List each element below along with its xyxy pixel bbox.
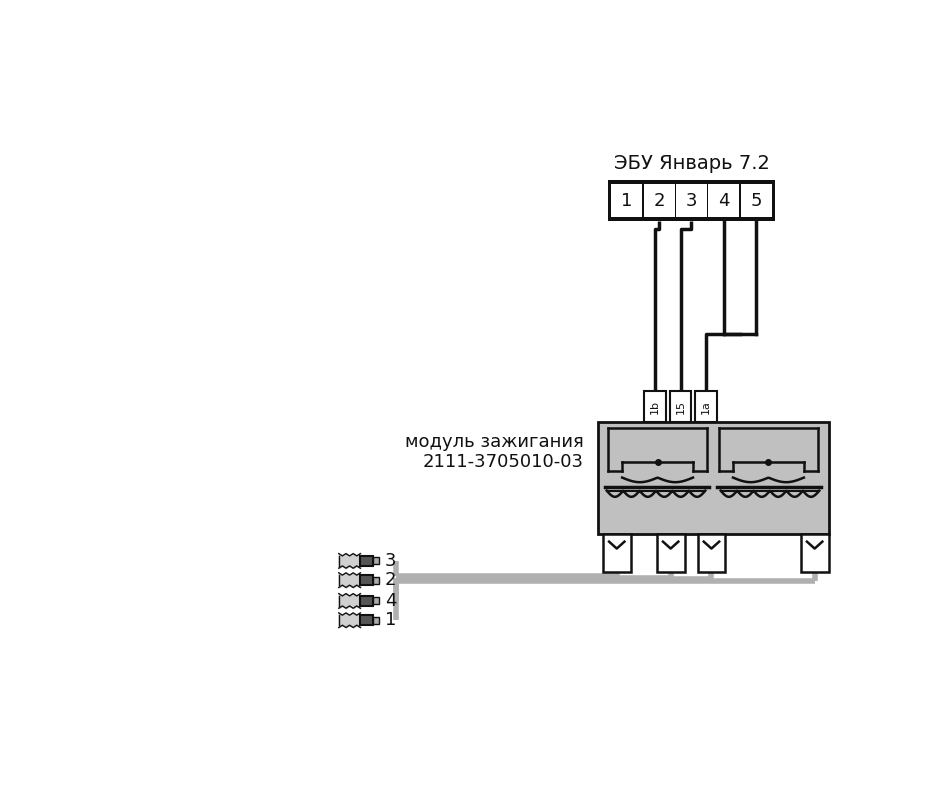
- Bar: [361, 596, 373, 606]
- Bar: [361, 575, 373, 585]
- Bar: [611, 184, 642, 218]
- Text: 4: 4: [385, 592, 397, 610]
- Bar: [373, 577, 379, 584]
- Bar: [644, 391, 666, 422]
- Bar: [361, 615, 373, 625]
- Text: 1b: 1b: [650, 400, 660, 414]
- Bar: [657, 534, 685, 573]
- Text: 2111-3705010-03: 2111-3705010-03: [423, 453, 584, 471]
- Bar: [695, 391, 717, 422]
- Text: 2: 2: [654, 192, 665, 210]
- Bar: [361, 556, 373, 566]
- Text: 4: 4: [718, 192, 729, 210]
- Bar: [373, 597, 379, 604]
- Bar: [643, 184, 674, 218]
- Text: 1: 1: [385, 611, 397, 629]
- Bar: [373, 558, 379, 565]
- Text: 1a: 1a: [701, 400, 711, 414]
- Bar: [608, 180, 775, 221]
- Bar: [740, 184, 771, 218]
- Text: 1: 1: [621, 192, 632, 210]
- Bar: [670, 391, 691, 422]
- Text: 2: 2: [385, 571, 397, 589]
- Text: 15: 15: [675, 400, 686, 414]
- Bar: [603, 534, 630, 573]
- Bar: [698, 534, 725, 573]
- Text: 3: 3: [686, 192, 697, 210]
- Text: 5: 5: [751, 192, 762, 210]
- Text: модуль зажигания: модуль зажигания: [405, 432, 584, 451]
- Text: 3: 3: [385, 552, 397, 570]
- Bar: [373, 617, 379, 623]
- Bar: [676, 184, 706, 218]
- Bar: [801, 534, 829, 573]
- Bar: [597, 422, 829, 534]
- Bar: [708, 184, 739, 218]
- Text: ЭБУ Январь 7.2: ЭБУ Январь 7.2: [613, 154, 770, 173]
